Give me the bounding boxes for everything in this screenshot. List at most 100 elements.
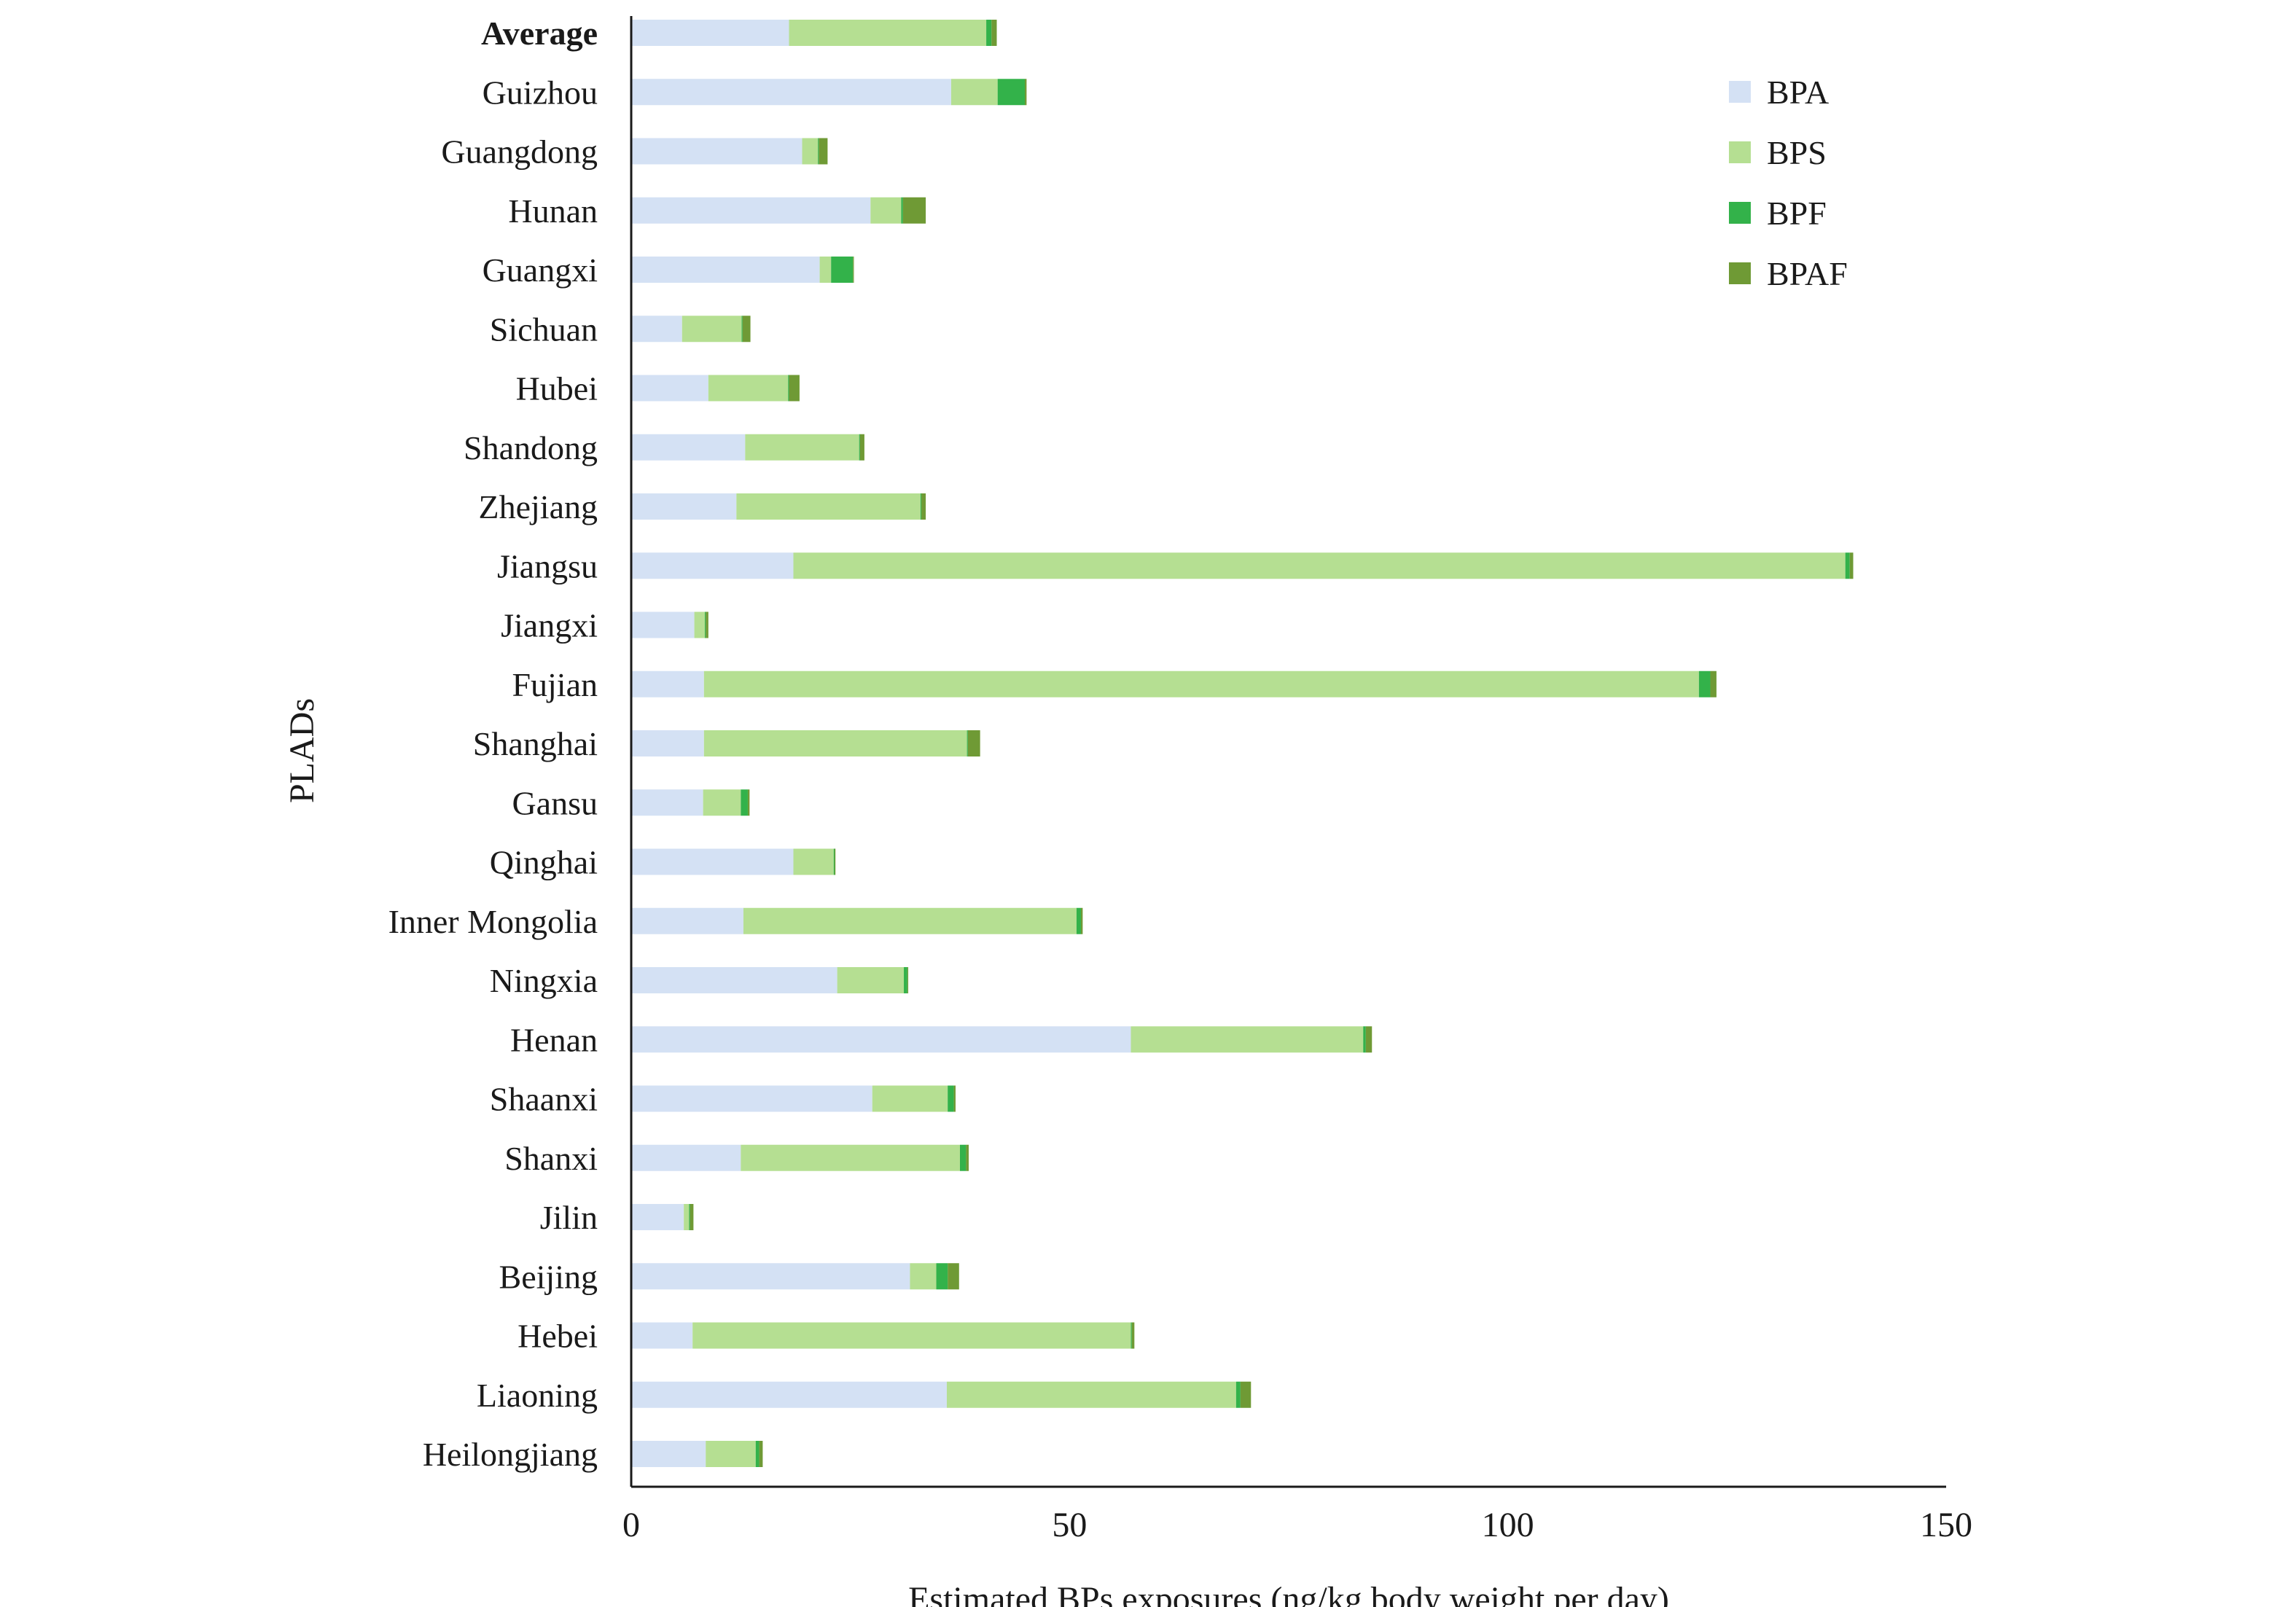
category-label-hubei: Hubei — [516, 370, 598, 407]
bar-average-bpf — [986, 20, 992, 46]
bar-jilin-bpa — [631, 1204, 684, 1230]
bar-qinghai-bpa — [631, 848, 794, 875]
category-label-jiangsu: Jiangsu — [497, 547, 598, 584]
bar-heilongjiang-bps — [706, 1441, 756, 1467]
bar-beijing-bpaf — [948, 1263, 959, 1290]
bar-henan-bpa — [631, 1026, 1131, 1053]
bar-guangxi-bpf — [831, 257, 854, 283]
bar-qinghai-bps — [793, 848, 834, 875]
legend-swatch-bpf — [1729, 202, 1751, 224]
bar-inner-mongolia-bpf — [1076, 907, 1081, 934]
bar-average-bpaf — [991, 20, 997, 46]
category-label-beijing: Beijing — [499, 1258, 598, 1295]
bar-shandong-bpf — [859, 434, 860, 461]
category-label-jiangxi: Jiangxi — [501, 607, 598, 644]
bar-guangdong-bps — [802, 138, 819, 165]
x-tick-label-150: 150 — [1920, 1506, 1972, 1544]
bar-hubei-bpf — [788, 375, 789, 402]
x-axis-title: Estimated BPs exposures (ng/kg body weig… — [908, 1580, 1669, 1607]
category-label-sichuan: Sichuan — [490, 310, 598, 348]
bar-average-bps — [789, 20, 987, 46]
bar-inner-mongolia-bpa — [631, 907, 743, 934]
x-tick-label-50: 50 — [1052, 1506, 1087, 1544]
category-label-shanghai: Shanghai — [473, 725, 598, 762]
bar-shanxi-bpa — [631, 1144, 741, 1171]
bar-hunan-bpf — [901, 197, 903, 224]
bar-shandong-bpaf — [859, 434, 864, 461]
bar-heilongjiang-bpf — [755, 1441, 760, 1467]
category-label-guangdong: Guangdong — [441, 133, 598, 171]
bar-sichuan-bps — [682, 316, 742, 343]
bar-fujian-bps — [703, 670, 1699, 697]
category-label-shanxi: Shanxi — [504, 1140, 598, 1177]
bar-jilin-bpf — [689, 1204, 690, 1230]
bar-guangdong-bpf — [818, 138, 819, 165]
bar-shanxi-bpaf — [966, 1144, 969, 1171]
bar-shandong-bps — [745, 434, 859, 461]
bar-hubei-bpaf — [789, 375, 800, 402]
category-label-guizhou: Guizhou — [483, 74, 598, 111]
x-tick-label-0: 0 — [622, 1506, 640, 1544]
bar-shaanxi-bpa — [631, 1085, 872, 1112]
bar-liaoning-bpf — [1235, 1381, 1241, 1408]
category-label-hebei: Hebei — [518, 1318, 598, 1355]
bar-hebei-bpaf — [1131, 1322, 1135, 1349]
bar-jiangxi-bps — [694, 611, 706, 638]
category-label-guangxi: Guangxi — [483, 251, 598, 289]
bar-guizhou-bpa — [631, 79, 951, 106]
bar-ningxia-bps — [837, 967, 905, 993]
bar-fujian-bpf — [1698, 670, 1711, 697]
bar-heilongjiang-bpaf — [759, 1441, 763, 1467]
bar-henan-bpaf — [1365, 1026, 1372, 1053]
bar-jiangxi-bpa — [631, 611, 695, 638]
category-label-liaoning: Liaoning — [477, 1377, 598, 1414]
bar-hebei-bpf — [1131, 1322, 1132, 1349]
category-label-average: Average — [481, 15, 598, 52]
legend-label-bps: BPS — [1767, 134, 1827, 171]
bar-shaanxi-bps — [872, 1085, 948, 1112]
bar-liaoning-bpaf — [1240, 1381, 1252, 1408]
bar-hunan-bps — [870, 197, 902, 224]
bar-liaoning-bpa — [631, 1381, 947, 1408]
bar-shandong-bpa — [631, 434, 746, 461]
category-label-ningxia: Ningxia — [490, 962, 598, 999]
bar-shanghai-bps — [703, 730, 967, 756]
bar-gansu-bps — [703, 789, 741, 816]
legend: BPA BPS BPF BPAF — [1729, 74, 1848, 292]
bar-shanghai-bpf — [967, 730, 968, 756]
bar-jiangsu-bpf — [1845, 552, 1850, 579]
legend-label-bpa: BPA — [1767, 74, 1829, 111]
legend-swatch-bps — [1729, 141, 1751, 163]
category-label-qinghai: Qinghai — [490, 844, 598, 881]
bar-shanxi-bps — [741, 1144, 960, 1171]
bar-liaoning-bps — [946, 1381, 1236, 1408]
bar-hubei-bpa — [631, 375, 708, 402]
bar-shaanxi-bpaf — [953, 1085, 956, 1112]
bar-guangxi-bps — [819, 257, 832, 283]
bar-guangdong-bpaf — [819, 138, 828, 165]
bar-sichuan-bpa — [631, 316, 682, 343]
category-label-gansu: Gansu — [512, 784, 598, 821]
x-tick-label-100: 100 — [1482, 1506, 1534, 1544]
category-label-shandong: Shandong — [464, 429, 598, 466]
legend-label-bpaf: BPAF — [1767, 255, 1848, 292]
bar-guizhou-bpaf — [1024, 79, 1027, 106]
category-labels: Average Guizhou Guangdong Hunan Guangxi Sichu… — [388, 15, 598, 1473]
bar-hebei-bpa — [631, 1322, 693, 1349]
bar-fujian-bpaf — [1710, 670, 1717, 697]
bar-hunan-bpa — [631, 197, 871, 224]
category-label-shaanxi: Shaanxi — [490, 1081, 598, 1118]
y-axis-title: PLADs — [283, 698, 321, 803]
bar-fujian-bpa — [631, 670, 704, 697]
category-label-hunan: Hunan — [508, 192, 598, 230]
bar-ningxia-bpf — [904, 967, 907, 993]
bar-sichuan-bpf — [741, 316, 743, 343]
category-label-inner-mongolia: Inner Mongolia — [388, 903, 598, 940]
bar-zhejiang-bpa — [631, 493, 737, 520]
bar-gansu-bpa — [631, 789, 703, 816]
bar-shanxi-bpf — [960, 1144, 967, 1171]
bar-guizhou-bpf — [997, 79, 1025, 106]
bar-ningxia-bpaf — [907, 967, 909, 993]
bar-guangxi-bpaf — [853, 257, 854, 283]
